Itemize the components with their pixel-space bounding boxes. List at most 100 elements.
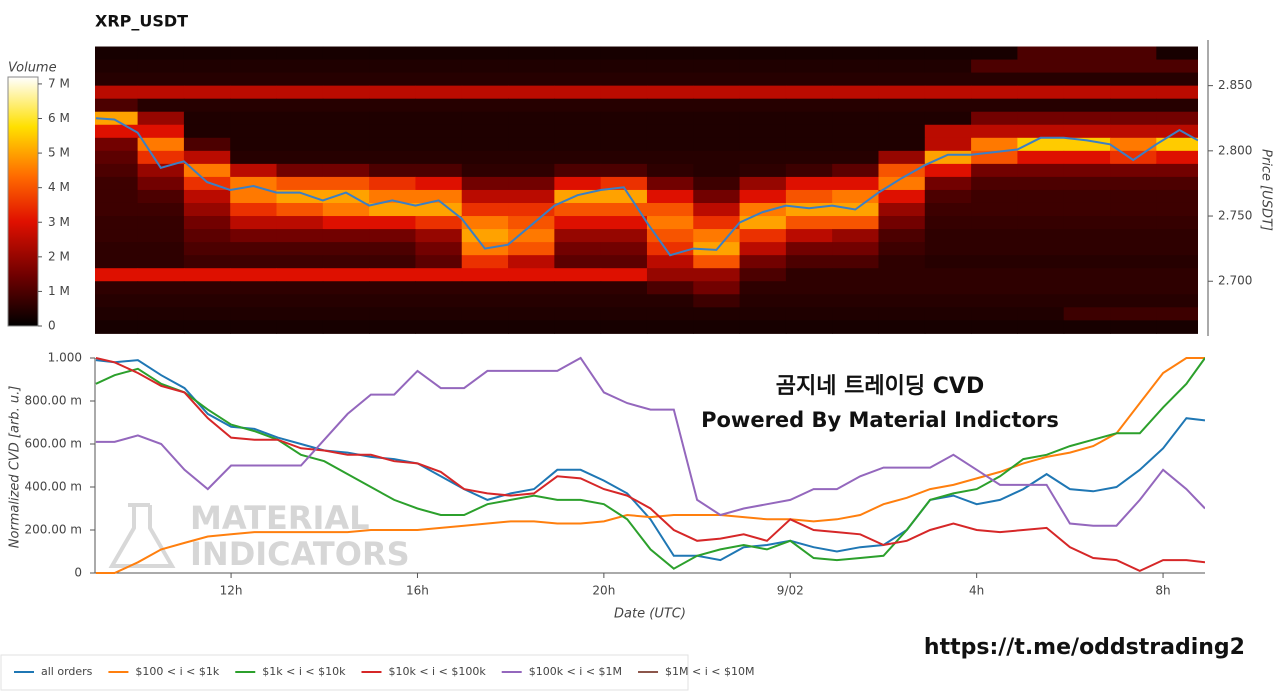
heatmap-cell	[924, 111, 972, 126]
heatmap-cell	[693, 281, 741, 295]
heatmap-cell	[971, 85, 1018, 100]
heatmap-cell	[693, 72, 741, 87]
heatmap-cell	[832, 268, 879, 282]
watermark-text: MATERIAL	[190, 499, 370, 537]
heatmap-cell	[693, 111, 741, 126]
heatmap-cell	[276, 281, 324, 295]
heatmap-cell	[832, 281, 879, 295]
heatmap-cell	[276, 98, 324, 113]
heatmap-cell	[1110, 98, 1157, 113]
heatmap-cell	[322, 163, 370, 178]
colorbar-tick-label: 7 M	[48, 76, 70, 90]
heatmap-cell	[739, 229, 787, 243]
heatmap-cell	[554, 163, 602, 178]
heatmap-cell	[369, 150, 416, 165]
heatmap-cell	[183, 59, 231, 74]
heatmap-cell	[461, 59, 509, 74]
heatmap-cell	[785, 307, 833, 321]
heatmap-cell	[230, 111, 278, 126]
heatmap-cell	[1156, 150, 1198, 165]
heatmap-cell	[554, 72, 602, 87]
heatmap-cell	[508, 229, 555, 243]
heatmap-cell	[508, 98, 555, 113]
heatmap-cell	[878, 294, 926, 308]
heatmap-cell	[554, 216, 602, 230]
heatmap-cell	[1156, 229, 1198, 243]
heatmap-cell	[230, 229, 278, 243]
heatmap-cell	[508, 255, 555, 269]
heatmap-cell	[415, 320, 463, 334]
heatmap-cell	[1017, 268, 1065, 282]
heatmap-cell	[739, 216, 787, 230]
heatmap-cell	[1017, 189, 1065, 204]
heatmap-cell	[646, 242, 694, 256]
heatmap-cell	[95, 46, 139, 61]
heatmap-cell	[95, 98, 139, 113]
heatmap-cell	[924, 98, 972, 113]
heatmap-cell	[785, 176, 833, 191]
heatmap-cell	[461, 137, 509, 152]
heatmap-cell	[415, 111, 463, 126]
heatmap-cell	[878, 255, 926, 269]
heatmap-cell	[415, 59, 463, 74]
heatmap-cell	[832, 176, 879, 191]
heatmap-cell	[369, 176, 416, 191]
heatmap-cell	[646, 85, 694, 100]
heatmap-cell	[971, 229, 1018, 243]
heatmap-cell	[276, 255, 324, 269]
heatmap-cell	[1110, 229, 1157, 243]
heatmap-cell	[1110, 255, 1157, 269]
heatmap-cell	[785, 85, 833, 100]
heatmap-cell	[739, 137, 787, 152]
heatmap-cell	[693, 150, 741, 165]
legend-label: $100 < i < $1k	[135, 665, 219, 678]
heatmap-cell	[137, 59, 185, 74]
footer-link[interactable]: https://t.me/oddstrading2	[924, 635, 1245, 660]
heatmap-cell	[971, 46, 1018, 61]
heatmap-cell	[693, 229, 741, 243]
heatmap-cell	[369, 98, 416, 113]
heatmap-cell	[646, 124, 694, 139]
heatmap-cell	[276, 216, 324, 230]
heatmap-cell	[1063, 72, 1111, 87]
heatmap-cell	[785, 255, 833, 269]
heatmap-cell	[924, 137, 972, 152]
heatmap-cell	[693, 202, 741, 217]
heatmap-cell	[1156, 85, 1198, 100]
heatmap-cell	[554, 242, 602, 256]
heatmap-cell	[1017, 202, 1065, 217]
heatmap-cell	[461, 85, 509, 100]
heatmap-cell	[785, 268, 833, 282]
heatmap-cell	[369, 46, 416, 61]
heatmap-cell	[415, 124, 463, 139]
y-tick-label: 2.850	[1218, 78, 1252, 92]
heatmap-cell	[693, 294, 741, 308]
heatmap-cell	[971, 255, 1018, 269]
heatmap-cell	[1110, 46, 1157, 61]
heatmap-cell	[415, 176, 463, 191]
heatmap-cell	[832, 307, 879, 321]
heatmap-cell	[646, 137, 694, 152]
heatmap-cell	[369, 189, 416, 204]
heatmap-cell	[739, 294, 787, 308]
heatmap-cell	[878, 46, 926, 61]
heatmap-cell	[878, 72, 926, 87]
heatmap-cell	[832, 294, 879, 308]
heatmap-cell	[1156, 137, 1198, 152]
heatmap-cell	[924, 281, 972, 295]
heatmap-cell	[276, 59, 324, 74]
heatmap-cell	[600, 229, 648, 243]
heatmap-cell	[95, 85, 139, 100]
heatmap-cell	[1017, 307, 1065, 321]
heatmap-cell	[971, 242, 1018, 256]
heatmap-cell	[832, 320, 879, 334]
heatmap-cell	[183, 320, 231, 334]
heatmap-cell	[878, 150, 926, 165]
heatmap-cell	[1017, 294, 1065, 308]
cvd-line	[95, 356, 1205, 527]
heatmap-cell	[646, 59, 694, 74]
heatmap-cell	[230, 216, 278, 230]
heatmap-cell	[1110, 189, 1157, 204]
heatmap-cell	[924, 268, 972, 282]
heatmap-cell	[461, 320, 509, 334]
